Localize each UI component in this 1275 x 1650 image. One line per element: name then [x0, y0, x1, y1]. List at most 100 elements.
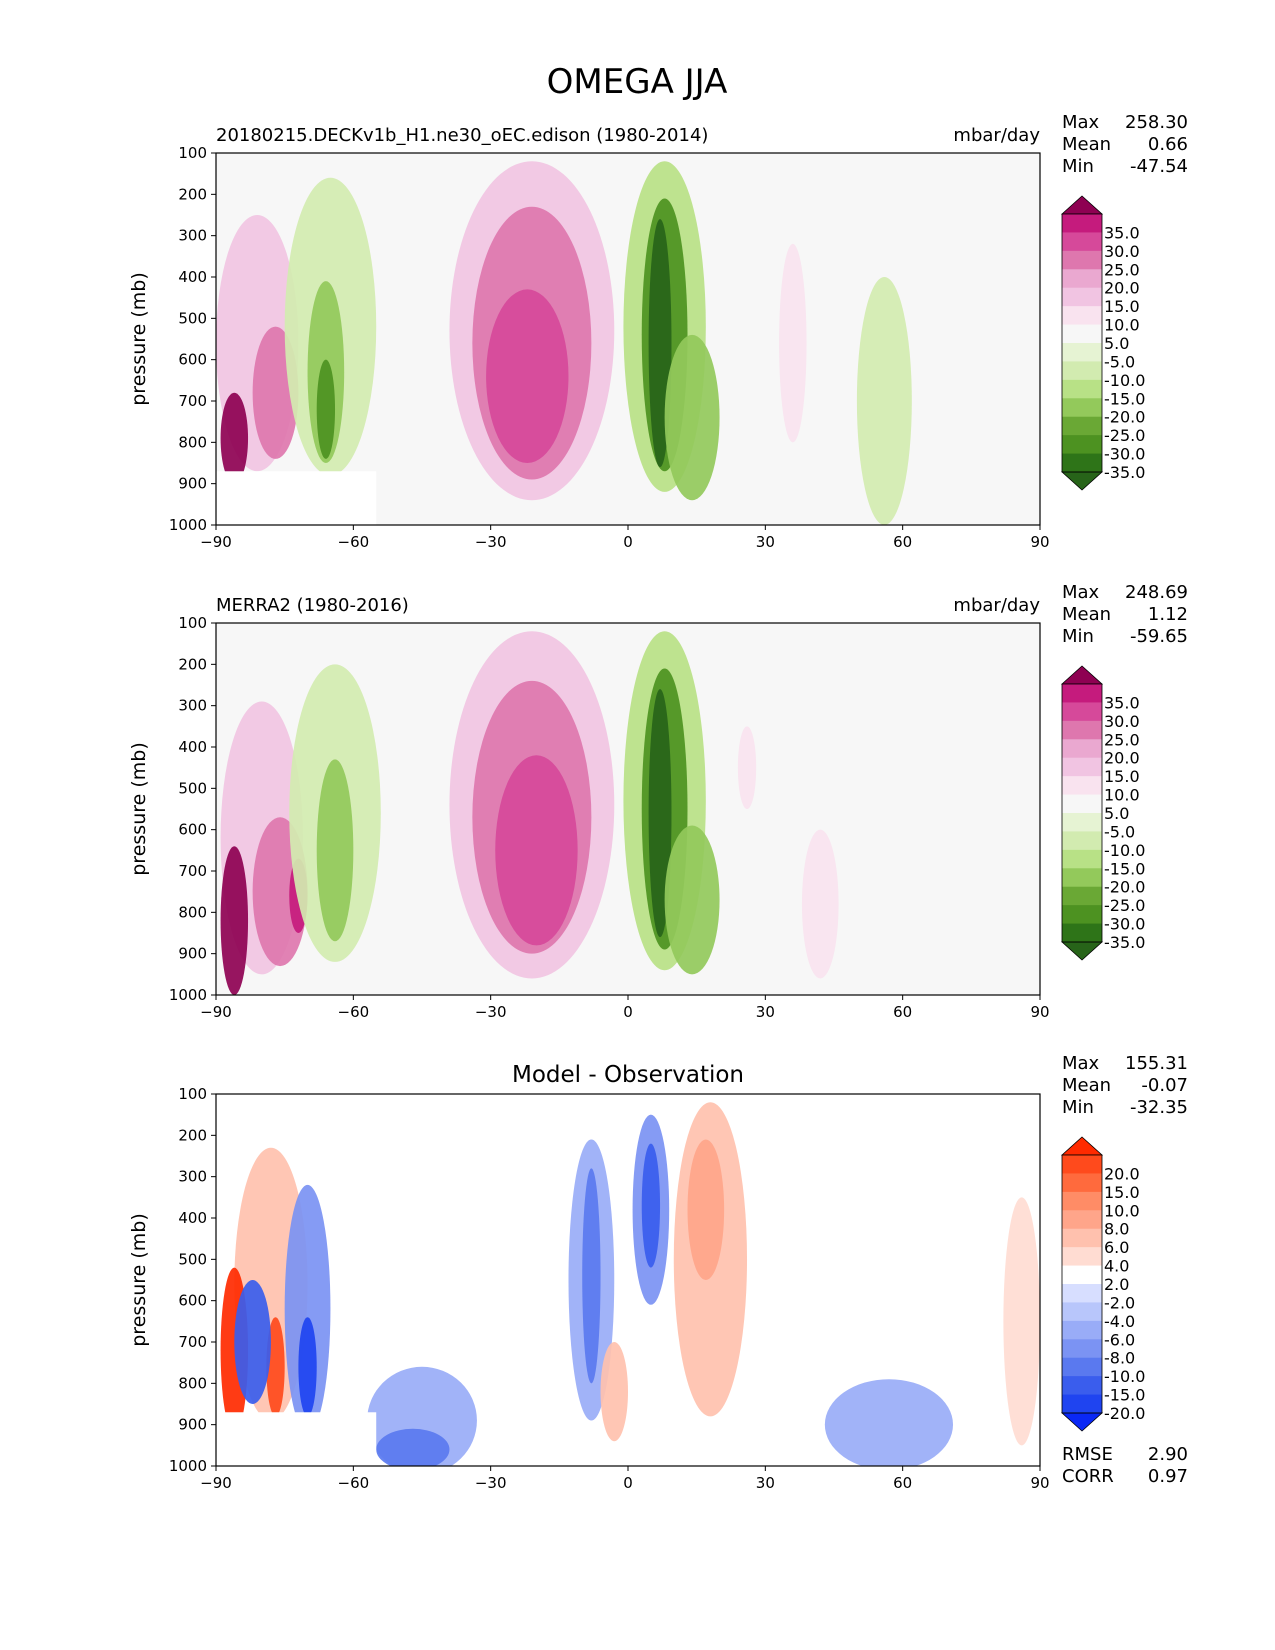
stat-label: Min [1062, 626, 1094, 647]
chart-panel-2: −90 −60 −30 0 30 60 90 100 200 300 400 500 600 700 800… [128, 582, 1188, 1021]
stat-label: RMSE [1062, 1444, 1113, 1465]
colorbar: 35.030.025.020.015.010.05.0-5.0-10.0-15.… [1060, 665, 1145, 961]
colorbar-tick-label: -10.0 [1104, 371, 1145, 390]
colorbar-band [1062, 398, 1102, 418]
colorbar-band [1062, 813, 1102, 832]
y-tick-label: 500 [178, 309, 207, 327]
colorbar-band [1062, 831, 1102, 851]
colorbar-band [1062, 1265, 1102, 1285]
colorbar-tick-label: -35.0 [1104, 463, 1145, 482]
colorbar-tick-label: 6.0 [1104, 1238, 1129, 1257]
colorbar-tick-label: 15.0 [1104, 297, 1140, 316]
x-tick-label: −30 [475, 533, 507, 551]
x-tick-label: −30 [475, 1003, 507, 1021]
contour-region [582, 1168, 601, 1384]
x-tick-label: 60 [893, 1474, 912, 1492]
stat-label: Min [1062, 156, 1094, 177]
y-tick-label: 700 [178, 862, 207, 880]
contour-region [284, 1184, 331, 1433]
colorbar-tick-label: -20.0 [1104, 408, 1145, 427]
y-tick-label: 600 [178, 1292, 207, 1310]
x-tick-label: 30 [756, 1474, 775, 1492]
y-tick-label: 1000 [169, 516, 207, 534]
stat-value: -0.07 [1141, 1075, 1188, 1096]
contour-fields [220, 631, 839, 995]
panel-title: MERRA2 (1980-2016) [216, 595, 409, 616]
colorbar-band [1062, 1394, 1102, 1414]
colorbar-band [1062, 324, 1102, 344]
x-tick-label: −30 [475, 1474, 507, 1492]
colorbar-band [1062, 1210, 1102, 1230]
y-tick-label: 300 [178, 227, 207, 245]
colorbar-tick-label: -25.0 [1104, 896, 1145, 915]
colorbar-band [1062, 1155, 1102, 1174]
colorbar-extend-bottom [1060, 471, 1104, 491]
colorbar-tick-label: -20.0 [1104, 1404, 1145, 1423]
stat-label: Max [1062, 582, 1100, 603]
colorbar-band [1062, 684, 1102, 703]
x-tick-label: −60 [338, 1003, 370, 1021]
colorbar-frame [1061, 683, 1103, 943]
contour-region [1003, 1197, 1040, 1446]
contour-region [824, 1379, 954, 1466]
colorbar-band [1062, 453, 1102, 473]
colorbar-band [1062, 435, 1102, 455]
colorbar-extend-bottom [1060, 941, 1104, 961]
contour-region [316, 359, 336, 459]
colorbar-tick-label: 2.0 [1104, 1275, 1129, 1294]
colorbar-band [1062, 886, 1102, 906]
contour-fields [216, 161, 912, 525]
y-tick-label: 400 [178, 268, 207, 286]
colorbar: 35.030.025.020.015.010.05.0-5.0-10.0-15.… [1060, 195, 1145, 491]
y-tick-label: 800 [178, 433, 207, 451]
y-tick-label: 800 [178, 903, 207, 921]
colorbar-band [1062, 269, 1102, 289]
colorbar-tick-label: 30.0 [1104, 242, 1140, 261]
x-tick-label: 0 [623, 1474, 633, 1492]
y-tick-label: 1000 [169, 986, 207, 1004]
colorbar-tick-label: -15.0 [1104, 389, 1145, 408]
colorbar-tick-label: 35.0 [1104, 693, 1140, 712]
colorbar-tick-label: 20.0 [1104, 749, 1140, 768]
colorbar-band [1062, 757, 1102, 777]
colorbar-tick-label: -6.0 [1104, 1330, 1135, 1349]
y-tick-label: 600 [178, 351, 207, 369]
stat-value: -59.65 [1130, 626, 1188, 647]
y-tick-label: 100 [178, 614, 207, 632]
colorbar-tick-label: -8.0 [1104, 1349, 1135, 1368]
contour-region [376, 1428, 450, 1466]
contour-region [779, 243, 807, 443]
colorbar-band [1062, 923, 1102, 943]
stat-value: 155.31 [1125, 1053, 1188, 1074]
colorbar-band [1062, 868, 1102, 888]
y-tick-label: 500 [178, 1250, 207, 1268]
stat-value: 2.90 [1148, 1444, 1188, 1465]
y-tick-label: 400 [178, 738, 207, 756]
contour-region [486, 289, 569, 464]
stat-value: 248.69 [1125, 582, 1188, 603]
panel-title: Model - Observation [512, 1062, 744, 1088]
stat-label: Min [1062, 1097, 1094, 1118]
y-tick-label: 700 [178, 1333, 207, 1351]
stat-label: Mean [1062, 604, 1111, 625]
colorbar-band [1062, 379, 1102, 399]
contour-region [298, 1317, 317, 1417]
y-tick-label: 900 [178, 475, 207, 493]
panel-title: 20180215.DECKv1b_H1.ne30_oEC.edison (198… [216, 125, 708, 146]
colorbar-extend-top [1060, 665, 1104, 685]
y-axis-label: pressure (mb) [128, 272, 150, 406]
stat-value: -32.35 [1130, 1097, 1188, 1118]
contour-region [641, 1143, 661, 1268]
missing-data-mask [216, 1412, 377, 1466]
colorbar: 20.015.010.08.06.04.02.0-2.0-4.0-6.0-8.0… [1060, 1136, 1145, 1432]
colorbar-band [1062, 306, 1102, 326]
y-tick-label: 700 [178, 392, 207, 410]
figure-title: OMEGA JJA [547, 62, 728, 102]
colorbar-tick-label: 20.0 [1104, 279, 1140, 298]
colorbar-frame [1061, 1154, 1103, 1414]
y-tick-label: 100 [178, 1085, 207, 1103]
colorbar-tick-label: -15.0 [1104, 859, 1145, 878]
colorbar-band [1062, 1247, 1102, 1267]
colorbar-tick-label: -30.0 [1104, 445, 1145, 464]
colorbar-frame [1061, 213, 1103, 473]
